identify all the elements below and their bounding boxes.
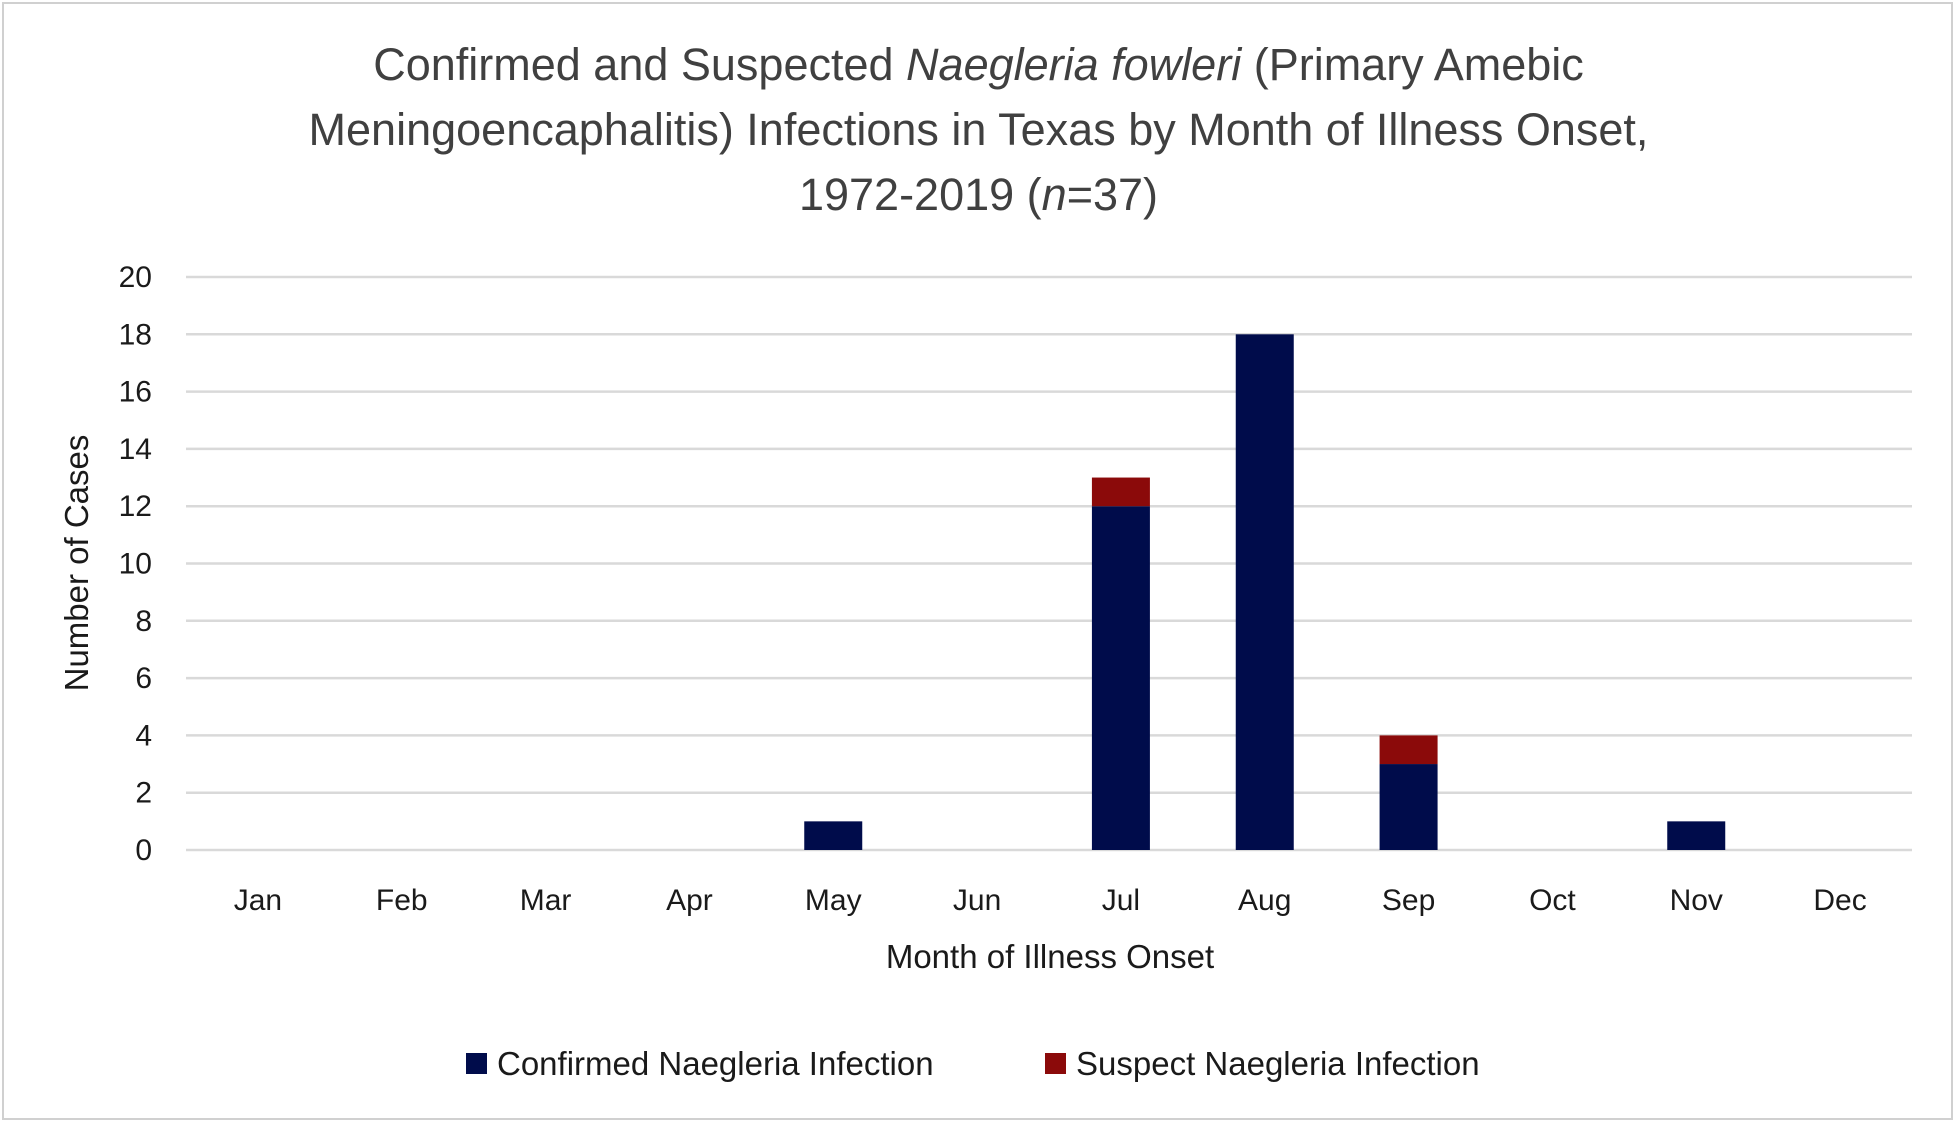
bar-may-confirmed: [804, 821, 863, 850]
bars: [804, 334, 1726, 850]
x-tick-label-sep: Sep: [1382, 884, 1435, 917]
title-line-1: Confirmed and Suspected Naegleria fowler…: [373, 39, 1584, 90]
y-tick-label-8: 8: [135, 605, 152, 638]
x-tick-label-mar: Mar: [520, 884, 572, 917]
x-tick-label-may: May: [805, 884, 862, 917]
x-tick-label-dec: Dec: [1813, 884, 1866, 917]
y-axis-title: Number of Cases: [58, 435, 95, 692]
y-tick-label-2: 2: [135, 777, 152, 810]
y-tick-label-12: 12: [119, 490, 152, 523]
x-tick-label-jul: Jul: [1102, 884, 1140, 917]
x-tick-label-feb: Feb: [376, 884, 428, 917]
x-tick-label-aug: Aug: [1238, 884, 1291, 917]
legend-label-confirmed: Confirmed Naegleria Infection: [497, 1045, 934, 1082]
y-tick-label-0: 0: [135, 834, 152, 867]
bar-jul-suspect: [1091, 477, 1150, 507]
bar-sep-confirmed: [1379, 764, 1438, 850]
y-tick-label-6: 6: [135, 662, 152, 695]
legend-swatch-confirmed: [466, 1053, 487, 1074]
chart-title: Confirmed and Suspected Naegleria fowler…: [0, 32, 1957, 227]
y-tick-label-4: 4: [135, 719, 152, 752]
x-tick-label-jan: Jan: [234, 884, 282, 917]
gridlines: [186, 275, 1912, 852]
legend-swatch-suspect: [1045, 1053, 1066, 1074]
x-tick-label-apr: Apr: [666, 884, 713, 917]
y-tick-label-20: 20: [119, 261, 152, 294]
y-tick-label-16: 16: [119, 376, 152, 409]
x-axis-title: Month of Illness Onset: [886, 938, 1214, 975]
x-tick-label-oct: Oct: [1529, 884, 1576, 917]
y-tick-label-10: 10: [119, 548, 152, 581]
x-tick-label-nov: Nov: [1670, 884, 1723, 917]
title-line-2: Meningoencaphalitis) Infections in Texas…: [308, 104, 1649, 155]
bar-aug-confirmed: [1235, 334, 1294, 850]
x-tick-label-jun: Jun: [953, 884, 1001, 917]
title-line-3: 1972-2019 (n=37): [798, 169, 1159, 220]
legend-label-suspect: Suspect Naegleria Infection: [1076, 1045, 1480, 1082]
y-tick-label-18: 18: [119, 318, 152, 351]
bar-nov-confirmed: [1667, 821, 1726, 850]
y-tick-label-14: 14: [119, 433, 152, 466]
bar-sep-suspect: [1379, 735, 1438, 765]
y-axis-tick-labels: 0 2 4 6 8 10 12 14 16 18 20: [119, 261, 152, 867]
x-axis-tick-labels: Jan Feb Mar Apr May Jun Jul Aug Sep Oct Nov Dec: [234, 884, 1867, 917]
bar-jul-confirmed: [1091, 506, 1150, 850]
legend: Confirmed Naegleria Infection Suspect Nae…: [466, 1045, 1480, 1082]
